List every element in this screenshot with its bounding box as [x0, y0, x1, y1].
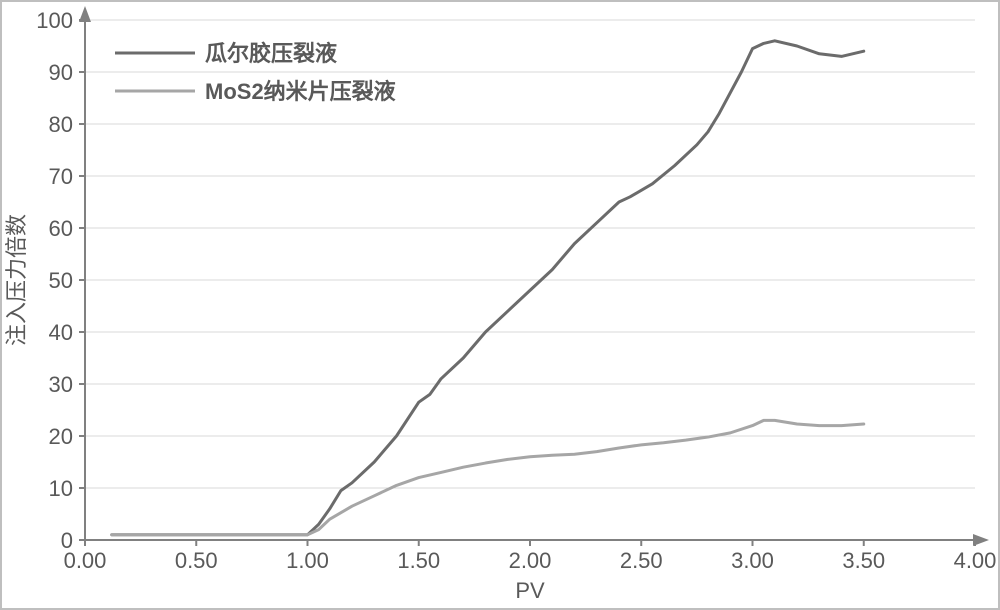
- y-axis-label: 注入压力倍数: [4, 214, 29, 346]
- y-tick-label: 60: [49, 216, 73, 241]
- y-tick-label: 20: [49, 424, 73, 449]
- series-line-0: [112, 41, 864, 535]
- x-tick-label: 3.50: [842, 548, 885, 573]
- y-tick-label: 30: [49, 372, 73, 397]
- y-tick-label: 80: [49, 112, 73, 137]
- y-tick-label: 10: [49, 476, 73, 501]
- y-tick-label: 40: [49, 320, 73, 345]
- x-tick-label: 2.50: [620, 548, 663, 573]
- chart-container: 01020304050607080901000.000.501.001.502.…: [0, 0, 1000, 610]
- x-tick-label: 2.00: [509, 548, 552, 573]
- legend-label: 瓜尔胶压裂液: [205, 41, 337, 66]
- x-tick-label: 1.50: [397, 548, 440, 573]
- x-axis-label: PV: [515, 578, 545, 603]
- y-tick-label: 100: [36, 8, 73, 33]
- x-tick-label: 0.50: [175, 548, 218, 573]
- legend-label: MoS2纳米片压裂液: [205, 79, 396, 104]
- y-tick-label: 90: [49, 60, 73, 85]
- y-tick-label: 70: [49, 164, 73, 189]
- x-tick-label: 0.00: [64, 548, 107, 573]
- x-tick-label: 4.00: [954, 548, 997, 573]
- y-tick-label: 50: [49, 268, 73, 293]
- series-line-1: [112, 420, 864, 534]
- line-chart: 01020304050607080901000.000.501.001.502.…: [0, 0, 1000, 610]
- x-tick-label: 3.00: [731, 548, 774, 573]
- x-tick-label: 1.00: [286, 548, 329, 573]
